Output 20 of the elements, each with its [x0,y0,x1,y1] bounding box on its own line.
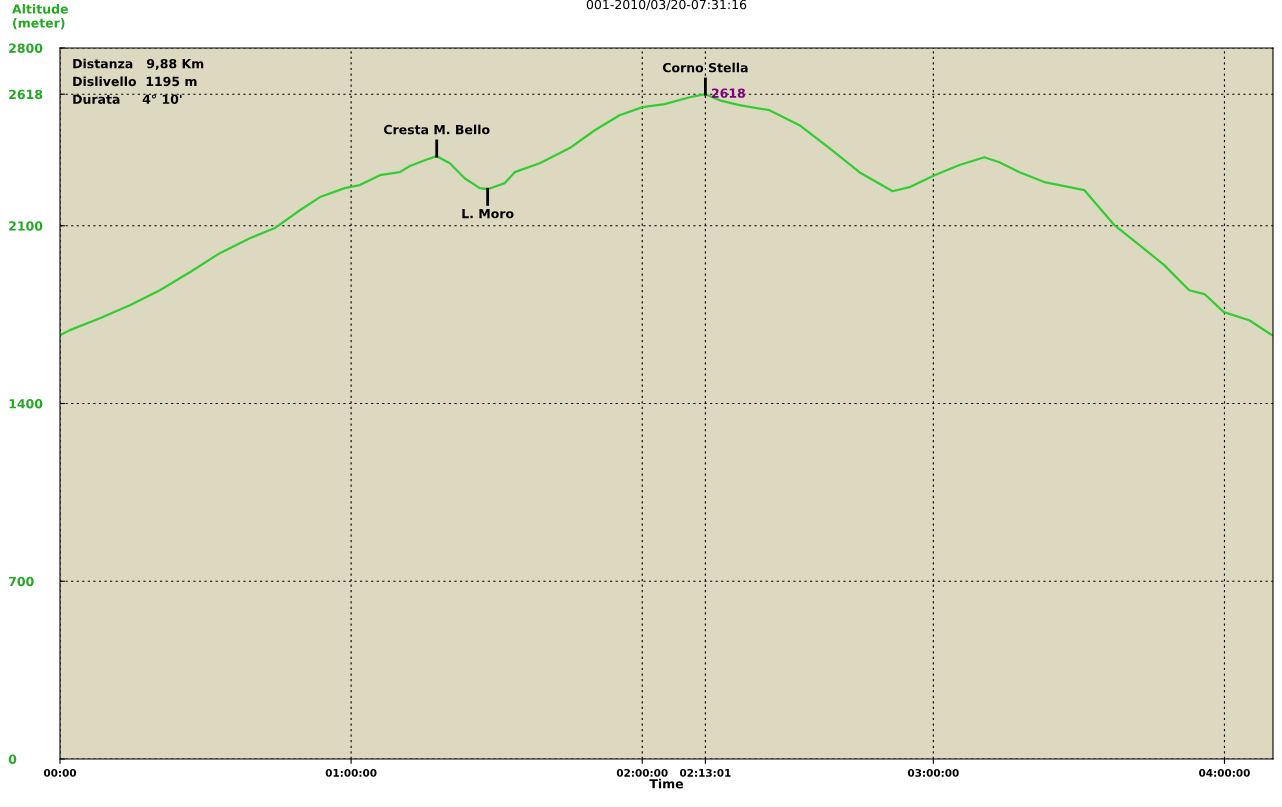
y-tick-label: 0 [8,754,17,764]
annotation: Distanza 9,88 Km Dislivello 1195 m Durata 4° 10' [73,58,204,104]
x-tick-label: 02:00:00 [616,768,668,777]
annotation: L. Moro [462,209,514,219]
annotation: Cresta M. Bello [383,124,490,135]
y-tick-label: 2100 [9,221,43,231]
x-axis-title: Time [649,778,684,789]
y-tick-label: 2618 [9,89,43,100]
y-axis-title: Altitude (meter) [12,4,68,30]
y-tick-label: 2800 [9,43,43,53]
y-tick-label: 700 [9,576,34,587]
annotation: 2618 [711,88,745,98]
y-tick-label: 1400 [9,398,43,409]
x-tick-label: 03:00:00 [907,768,959,777]
annotation: Corno Stella [662,62,748,73]
x-tick-label: 00:00 [43,768,77,777]
chart-title: 001-2010/03/20-07:31:16 [586,0,747,11]
x-tick-label: 04:00:00 [1199,768,1250,777]
x-tick-label: 01:00:00 [325,768,377,777]
x-tick-label: 02:13:01 [679,768,731,777]
